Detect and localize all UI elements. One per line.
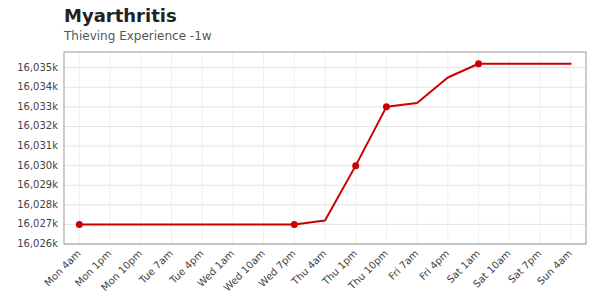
grid-line-x (478, 52, 479, 244)
y-tick-label: 16,029k (17, 179, 58, 190)
chart-svg: Myarthritis Thieving Experience -1w 16,026… (0, 0, 600, 300)
point (383, 103, 390, 110)
grid-line-x (79, 52, 80, 244)
y-tick-label: 16,034k (17, 81, 58, 92)
y-tick-label: 16,026k (17, 238, 58, 249)
title: Myarthritis (64, 5, 177, 26)
x-axis: Mon 4amMon 1pmMon 10pmTue 7amTue 4pmWed … (42, 248, 574, 294)
grid-line-x (110, 52, 111, 244)
y-tick-label: 16,033k (17, 101, 58, 112)
x-tick-label: Sun 4am (535, 248, 574, 287)
grid-line-x (202, 52, 203, 244)
grid-line-x (263, 52, 264, 244)
y-tick-label: 16,032k (17, 120, 58, 131)
y-tick-label: 16,030k (17, 160, 58, 171)
grid-line-x (417, 52, 418, 244)
grid-line-x (325, 52, 326, 244)
x-tick-label: Wed 10am (221, 248, 267, 294)
point (291, 221, 298, 228)
chart-container: Myarthritis Thieving Experience -1w 16,026… (0, 0, 600, 300)
grid-line-x (447, 52, 448, 244)
data-group (76, 60, 571, 228)
grid-line-x (294, 52, 295, 244)
line (79, 64, 570, 225)
plot-frame (64, 52, 586, 244)
y-tick-label: 16,028k (17, 199, 58, 210)
grid-line-x (232, 52, 233, 244)
y-tick-label: 16,031k (17, 140, 58, 151)
y-axis: 16,026k 16,027k 16,028k 16,029k 16,030k 16,03… (17, 62, 58, 249)
x-tick-label: Sat 10am (471, 248, 513, 290)
x-tick-label: Mon 10pm (99, 248, 144, 293)
point (352, 162, 359, 169)
x-tick-label: Fri 7am (386, 248, 420, 282)
grid-line-x (355, 52, 356, 244)
y-tick-label: 16,027k (17, 218, 58, 229)
point (475, 60, 482, 67)
y-tick-label: 16,035k (17, 62, 58, 73)
point (76, 221, 83, 228)
grid-line-x (509, 52, 510, 244)
grid-line-x (539, 52, 540, 244)
x-tick-label: Thu 10pm (346, 248, 390, 292)
grid-line-x (570, 52, 571, 244)
grid (64, 52, 586, 244)
grid-line-x (386, 52, 387, 244)
subtitle: Thieving Experience -1w (63, 29, 212, 43)
x-tick-label: Wed 7pm (257, 248, 298, 289)
grid-line-x (140, 52, 141, 244)
grid-line-x (171, 52, 172, 244)
